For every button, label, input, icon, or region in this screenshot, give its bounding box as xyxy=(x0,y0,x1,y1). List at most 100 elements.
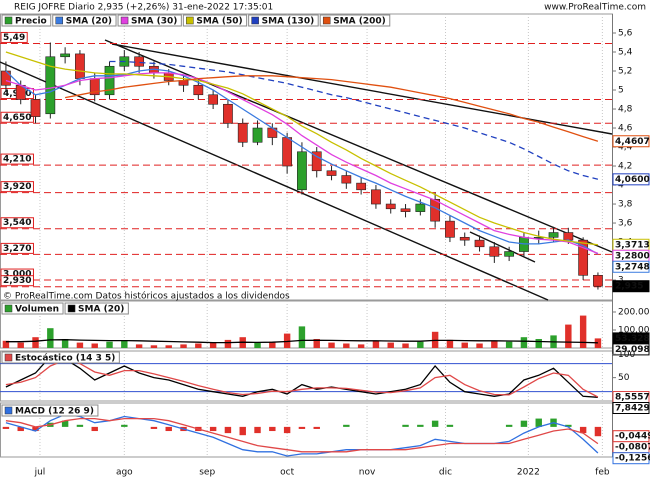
y-tick-label: 3,6 xyxy=(618,219,633,229)
legend-swatch xyxy=(4,304,13,313)
volume-bar xyxy=(476,343,483,348)
y-tick-label: 3,8 xyxy=(618,200,633,210)
histogram-bar xyxy=(269,426,276,432)
histogram-bar xyxy=(594,426,602,437)
candle-body xyxy=(104,65,115,96)
legend-item: SMA (20) xyxy=(64,302,129,315)
legend-box xyxy=(117,14,182,27)
candle-body xyxy=(504,251,515,257)
candle-body xyxy=(341,175,352,184)
legend-label: Volumen xyxy=(15,305,59,315)
series-line xyxy=(5,339,598,344)
trend-lines xyxy=(0,39,613,301)
candle-body xyxy=(578,239,589,276)
histogram-bar xyxy=(121,424,128,427)
candle-body xyxy=(193,84,204,96)
legend-box xyxy=(319,14,391,27)
volume-bar xyxy=(195,343,202,348)
x-tick-label: oct xyxy=(280,468,294,478)
legend-item: SMA (30) xyxy=(117,14,182,27)
candle-body xyxy=(459,236,470,241)
volume-bar xyxy=(224,339,232,348)
candle-body xyxy=(311,151,322,172)
series-line xyxy=(5,68,599,255)
y-tick-label: 5,2 xyxy=(618,67,632,77)
y-tick-label: 50 xyxy=(618,373,630,383)
histogram-bar xyxy=(505,424,513,427)
histogram-bar xyxy=(402,424,409,427)
candle-body xyxy=(593,274,603,287)
candle-body xyxy=(371,189,381,205)
level-label-box xyxy=(0,153,34,165)
legend-item: SMA (200) xyxy=(319,14,391,27)
y-tick-label: 200.000 xyxy=(618,307,650,317)
candle-body xyxy=(252,127,263,143)
x-tick-label: nov xyxy=(359,468,376,478)
volume-bar xyxy=(61,338,69,348)
legend-swatch xyxy=(251,16,259,25)
volume-bar xyxy=(357,344,365,348)
legend-box xyxy=(182,14,248,27)
candle-body xyxy=(1,70,11,86)
volume-bar xyxy=(372,340,380,348)
histogram-bar xyxy=(446,424,454,427)
end-label-box xyxy=(612,402,650,415)
histogram-bar xyxy=(298,426,306,429)
candle-body xyxy=(385,203,396,210)
candle-body xyxy=(356,182,367,191)
volume-bar xyxy=(106,341,113,348)
legend-item: SMA (20) xyxy=(52,14,117,27)
level-label: 4,210 xyxy=(3,155,31,165)
candle-body xyxy=(282,137,293,167)
volume-bar xyxy=(461,342,468,348)
legend-label: Precio xyxy=(15,17,47,27)
volume-bar xyxy=(165,345,172,348)
legend-box xyxy=(1,14,52,27)
volume-bar xyxy=(76,342,84,348)
level-label: 3,540 xyxy=(3,218,31,228)
trend-line xyxy=(111,43,613,135)
y-tick-label: 100 xyxy=(618,350,635,360)
legend-box xyxy=(64,302,129,315)
volume-bar xyxy=(579,315,587,348)
end-label: -0,0449 xyxy=(615,432,650,442)
end-label: 8,5557 xyxy=(615,393,650,403)
legend-item: SMA (50) xyxy=(182,14,248,27)
volume-bar xyxy=(298,326,306,348)
candle-body xyxy=(415,203,426,212)
footer: © ProRealTime.com Datos históricos ajust… xyxy=(3,291,290,302)
end-label: 3,2800 xyxy=(615,251,650,261)
legend-label: SMA (20) xyxy=(66,17,112,27)
end-label: 4,4607 xyxy=(615,137,650,147)
header-title: REIG JOFRE Diario 2,935 (+2,26%) 31-ene-… xyxy=(14,3,273,13)
histogram-bar xyxy=(17,426,24,432)
candle-body xyxy=(489,246,500,257)
y-tick-label: 4,2 xyxy=(618,162,632,172)
histogram-bar xyxy=(2,426,10,429)
end-label-box xyxy=(612,173,650,186)
series-line xyxy=(5,72,599,255)
legend-label: SMA (130) xyxy=(262,17,315,27)
y-tick-label: 4 xyxy=(618,181,624,191)
candle-body xyxy=(208,94,219,105)
end-label: 7,8429 xyxy=(615,404,650,414)
level-label: 4,650 xyxy=(3,113,31,123)
level-label: 3,920 xyxy=(3,182,31,192)
volume-bar xyxy=(520,337,528,348)
legend-label: Estocástico (14 3 5) xyxy=(15,354,115,364)
legend-item: Precio xyxy=(1,14,52,27)
candle-body xyxy=(474,239,485,248)
volume-bar xyxy=(269,341,276,348)
candle-body xyxy=(326,170,337,176)
legend-swatch xyxy=(67,304,76,313)
legend-box xyxy=(248,14,319,27)
legend-label: SMA (50) xyxy=(196,17,242,27)
candle-body xyxy=(445,220,455,238)
x-tick-label: feb xyxy=(595,468,610,478)
y-tick-label: 5 xyxy=(618,86,624,96)
level-label: 3,270 xyxy=(3,244,31,254)
legend-swatch xyxy=(186,16,194,25)
y-tick-label: 5,6 xyxy=(618,29,633,39)
